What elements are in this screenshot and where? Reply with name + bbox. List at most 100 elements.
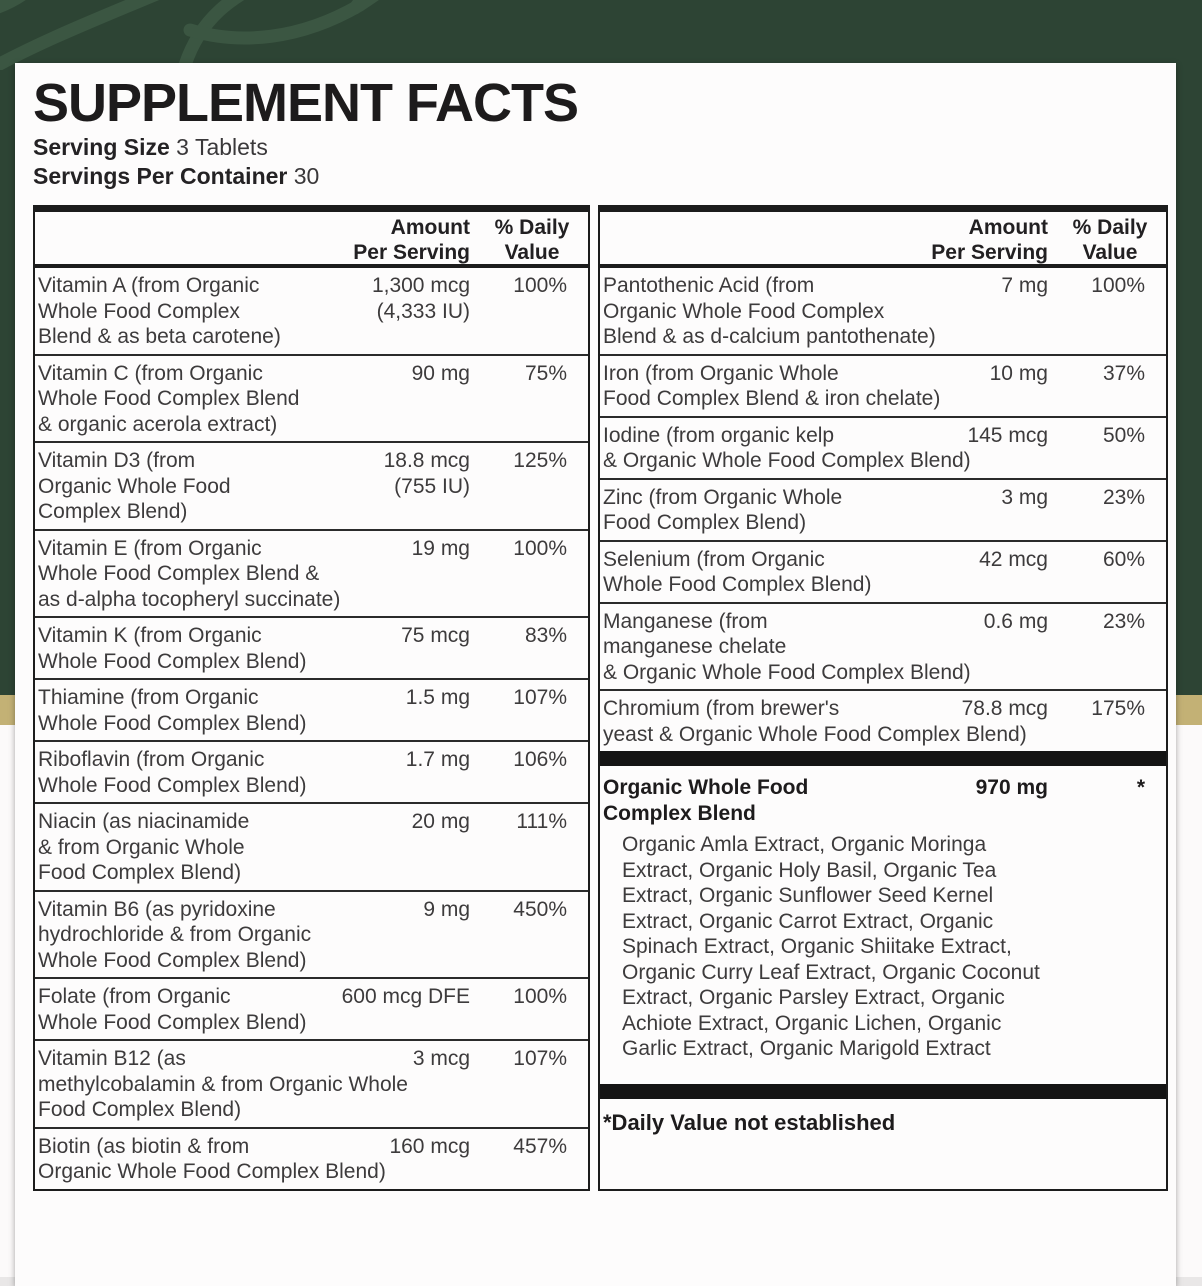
nutrient-dv: 125% (513, 449, 567, 473)
nutrient-name: Thiamine (from Organic Whole Food Comple… (38, 686, 307, 735)
serving-size-value: 3 Tablets (176, 134, 268, 161)
table-row: Zinc (from Organic Whole Food Complex Bl… (600, 480, 1166, 542)
nutrient-dv: 111% (516, 810, 567, 834)
nutrient-name: Vitamin A (from Organic Whole Food Compl… (38, 274, 281, 349)
page-title: SUPPLEMENT FACTS (33, 73, 579, 133)
nutrient-amount: 18.8 mcg (755 IU) (383, 449, 470, 498)
serving-size-label: Serving Size (33, 134, 170, 161)
nutrient-dv: 23% (1102, 609, 1145, 633)
nutrient-dv: 100% (513, 536, 567, 560)
nutrient-dv: 107% (513, 1047, 567, 1071)
supplement-facts-panel: SUPPLEMENT FACTS Serving Size 3 Tablets … (15, 63, 1176, 1286)
nutrient-dv: 107% (513, 686, 567, 710)
nutrient-name: Iodine (from organic kelp & Organic Whol… (603, 423, 971, 473)
table-row: Biotin (as biotin & from Organic Whole F… (35, 1129, 588, 1189)
nutrient-amount: 1,300 mcg (4,333 IU) (371, 274, 470, 323)
nutrient-dv: 60% (1102, 547, 1145, 571)
servings-per-container-value: 30 (293, 163, 320, 190)
nutrient-amount: 3 mg (1001, 485, 1048, 509)
blend-name: Organic Whole Food Complex Blend (603, 776, 809, 826)
blend-dv-asterisk: * (1136, 776, 1145, 800)
nutrient-name: Vitamin B6 (as pyridoxine hydrochloride … (38, 897, 312, 972)
table-row: Vitamin B6 (as pyridoxine hydrochloride … (35, 892, 588, 980)
nutrient-dv: 83% (524, 624, 567, 648)
nutrient-amount: 90 mg (411, 361, 470, 385)
table-row: Chromium (from brewer's yeast & Organic … (600, 691, 1166, 751)
nutrient-name: Manganese (from manganese chelate & Orga… (603, 609, 971, 684)
table-row: Selenium (from Organic Whole Food Comple… (600, 542, 1166, 604)
blend-ingredients: Organic Amla Extract, Organic Moringa Ex… (622, 833, 1040, 1061)
blend-amount: 970 mg (975, 776, 1048, 800)
daily-value-header: % Daily Value (494, 216, 570, 265)
table-row: Iron (from Organic Whole Food Complex Bl… (600, 356, 1166, 418)
nutrient-amount: 7 mg (1001, 274, 1048, 298)
nutrient-dv: 75% (524, 361, 567, 385)
table-row: Thiamine (from Organic Whole Food Comple… (35, 680, 588, 743)
nutrient-name: Pantothenic Acid (from Organic Whole Foo… (603, 274, 936, 349)
nutrient-amount: 0.6 mg (983, 609, 1048, 633)
table-row: Iodine (from organic kelp & Organic Whol… (600, 418, 1166, 480)
nutrient-name: Vitamin D3 (from Organic Whole Food Comp… (38, 449, 231, 524)
nutrient-name: Biotin (as biotin & from Organic Whole F… (38, 1134, 386, 1184)
nutrient-dv: 175% (1091, 697, 1145, 721)
nutrient-name: Vitamin C (from Organic Whole Food Compl… (38, 361, 300, 436)
nutrient-dv: 106% (513, 748, 567, 772)
facts-table-left: Amount Per Serving % Daily Value Vitamin… (33, 205, 590, 1191)
nutrient-amount: 1.5 mg (405, 686, 470, 710)
table-row: Manganese (from manganese chelate & Orga… (600, 604, 1166, 692)
table-row: Vitamin D3 (from Organic Whole Food Comp… (35, 443, 588, 531)
nutrient-name: Chromium (from brewer's yeast & Organic … (603, 697, 1027, 746)
table-row: Folate (from Organic Whole Food Complex … (35, 979, 588, 1042)
table-row: Vitamin E (from Organic Whole Food Compl… (35, 531, 588, 619)
nutrient-amount: 1.7 mg (405, 748, 470, 772)
nutrient-dv: 450% (513, 897, 567, 921)
nutrient-amount: 19 mg (411, 536, 470, 560)
serving-size-line: Serving Size 3 Tablets (33, 134, 1168, 160)
table-row: Niacin (as niacinamide & from Organic Wh… (35, 804, 588, 892)
servings-per-container-label: Servings Per Container (33, 163, 288, 190)
nutrient-name: Vitamin K (from Organic Whole Food Compl… (38, 624, 307, 673)
nutrient-amount: 75 mcg (401, 624, 470, 648)
nutrient-amount: 20 mg (411, 810, 470, 834)
nutrient-amount: 10 mg (989, 361, 1048, 385)
table-row: Vitamin A (from Organic Whole Food Compl… (35, 268, 588, 356)
daily-value-footnote: *Daily Value not established (603, 1109, 896, 1135)
nutrient-name: Folate (from Organic Whole Food Complex … (38, 985, 307, 1034)
table-header-left: Amount Per Serving % Daily Value (35, 212, 588, 269)
nutrient-name: Iron (from Organic Whole Food Complex Bl… (603, 361, 941, 411)
nutrient-dv: 50% (1102, 423, 1145, 447)
nutrient-amount: 42 mcg (979, 547, 1048, 571)
nutrient-dv: 100% (513, 985, 567, 1009)
nutrient-amount: 600 mcg DFE (341, 985, 470, 1009)
nutrient-name: Niacin (as niacinamide & from Organic Wh… (38, 810, 250, 885)
nutrient-name: Riboflavin (from Organic Whole Food Comp… (38, 748, 307, 797)
facts-columns: Amount Per Serving % Daily Value Vitamin… (33, 205, 1168, 1191)
table-row: Pantothenic Acid (from Organic Whole Foo… (600, 268, 1166, 356)
nutrient-dv: 100% (1091, 274, 1145, 298)
nutrient-dv: 23% (1102, 485, 1145, 509)
nutrient-dv: 100% (513, 274, 567, 298)
table-row: Vitamin C (from Organic Whole Food Compl… (35, 356, 588, 444)
nutrient-amount: 9 mg (423, 897, 470, 921)
black-separator-bar (600, 1083, 1166, 1099)
black-separator-bar (600, 751, 1166, 767)
nutrient-name: Selenium (from Organic Whole Food Comple… (603, 547, 872, 597)
nutrient-amount: 160 mcg (389, 1134, 470, 1158)
leaf-decoration-icon (0, 0, 379, 70)
nutrient-name: Zinc (from Organic Whole Food Complex Bl… (603, 485, 843, 535)
nutrient-dv: 457% (513, 1134, 567, 1158)
nutrient-amount: 145 mcg (967, 423, 1048, 447)
table-header-right: Amount Per Serving % Daily Value (600, 212, 1166, 269)
table-row: Vitamin K (from Organic Whole Food Compl… (35, 618, 588, 681)
amount-per-serving-header: Amount Per Serving (353, 216, 470, 265)
nutrient-name: Vitamin B12 (as methylcobalamin & from O… (38, 1047, 408, 1122)
nutrient-name: Vitamin E (from Organic Whole Food Compl… (38, 536, 341, 611)
blend-row: Organic Whole Food Complex Blend 970 mg … (600, 766, 1166, 827)
facts-table-right: Amount Per Serving % Daily Value Pantoth… (598, 205, 1168, 1191)
nutrient-amount: 3 mcg (412, 1047, 470, 1071)
table-row: Vitamin B12 (as methylcobalamin & from O… (35, 1041, 588, 1129)
nutrient-dv: 37% (1102, 361, 1145, 385)
table-row: Riboflavin (from Organic Whole Food Comp… (35, 742, 588, 805)
nutrient-amount: 78.8 mcg (961, 697, 1048, 721)
amount-per-serving-header: Amount Per Serving (931, 216, 1048, 265)
